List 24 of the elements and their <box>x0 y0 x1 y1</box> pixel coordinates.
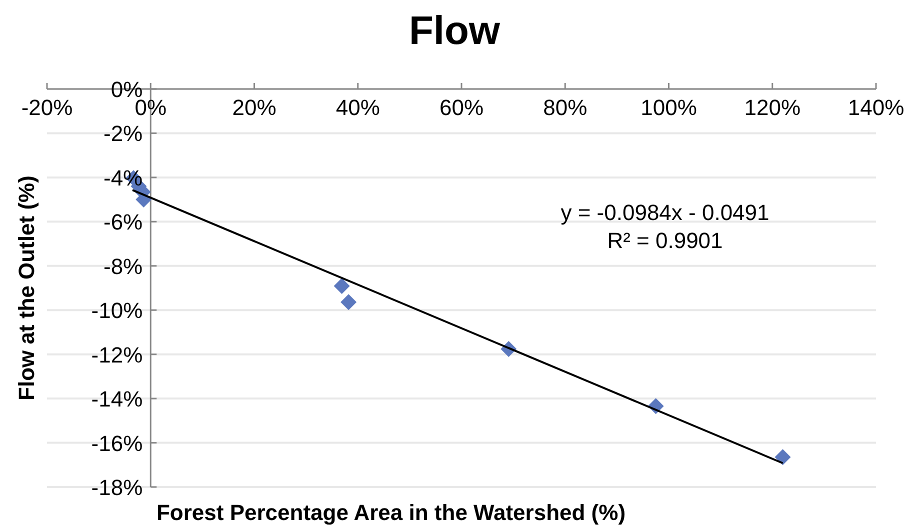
x-tick-label: 80% <box>543 95 588 120</box>
x-tick-label: -20% <box>21 95 73 120</box>
point <box>340 294 357 310</box>
y-tick-label: -10% <box>91 298 143 324</box>
annotation: R² = 0.9901 <box>607 228 723 253</box>
y-tick-label: -8% <box>104 254 143 279</box>
annotation: y = -0.0984x - 0.0491 <box>560 200 770 225</box>
x-tick-label: 20% <box>232 95 276 120</box>
x-tick-label: 40% <box>336 95 380 120</box>
point <box>774 449 791 466</box>
x-tick-label: 60% <box>439 95 484 120</box>
x-axis-title: Forest Percentage Area in the Watershed (%) <box>156 500 626 525</box>
y-tick-label: -12% <box>91 342 143 368</box>
y-tick-label: -16% <box>91 430 143 456</box>
x-tick-label: 100% <box>640 95 697 120</box>
y-tick-label: -6% <box>104 210 143 235</box>
chart-title: Flow <box>408 9 501 53</box>
x-tick-label: 120% <box>744 95 801 120</box>
y-tick-label: -18% <box>91 475 143 500</box>
y-tick-label: -2% <box>104 121 143 146</box>
y-axis-title: Flow at the Outlet (%) <box>14 176 39 400</box>
x-tick-label: 140% <box>848 95 904 120</box>
point <box>334 278 350 294</box>
y-tick-label: -14% <box>91 386 143 412</box>
